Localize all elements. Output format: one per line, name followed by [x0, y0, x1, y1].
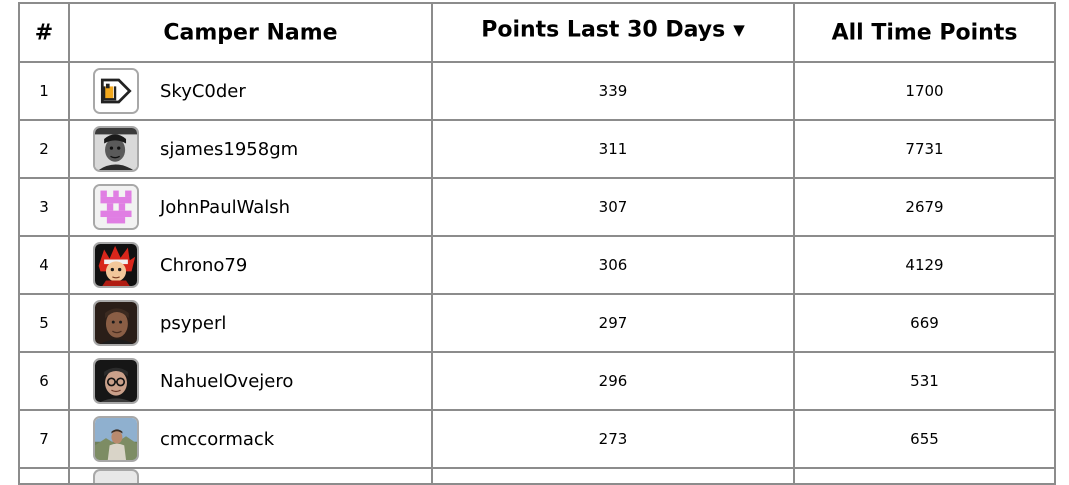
- table-row: 2: [18, 119, 1056, 179]
- camper-cell: JohnPaulWalsh: [68, 177, 433, 237]
- table-row: 7 cmccorma: [18, 409, 1056, 469]
- table-row: 6: [18, 351, 1056, 411]
- table-row: 3: [18, 177, 1056, 237]
- camper-cell: Chrono79: [68, 235, 433, 295]
- rank-cell: [18, 467, 70, 485]
- all-time-points-header-label[interactable]: All Time Points: [831, 20, 1018, 46]
- pink-pixel-avatar-icon: [93, 184, 139, 230]
- rank-header-label: #: [34, 20, 54, 46]
- camper-cell: cmccormack: [68, 409, 433, 469]
- camper-name-header-label: Camper Name: [163, 20, 338, 46]
- camper-cell: NahuelOvejero: [68, 351, 433, 411]
- recent-points-column-header[interactable]: Points Last 30 Days ▼: [431, 2, 795, 63]
- rank-cell: 1: [18, 61, 70, 121]
- camper-username-link[interactable]: Chrono79: [160, 254, 248, 276]
- all-time-points-cell: 669: [793, 293, 1056, 353]
- all-time-points-cell: 2679: [793, 177, 1056, 237]
- rank-cell: 2: [18, 119, 70, 179]
- camper-cell: [68, 467, 433, 485]
- table-row: 5: [18, 293, 1056, 353]
- rank-cell: 6: [18, 351, 70, 411]
- camper-username-link[interactable]: SkyC0der: [160, 80, 246, 102]
- recent-points-cell: 307: [431, 177, 795, 237]
- red-hair-anime-avatar-icon: [93, 242, 139, 288]
- leaderboard-container: # Camper Name Points Last 30 Days ▼ All T…: [18, 2, 1056, 485]
- table-row-partial: [18, 467, 1056, 485]
- bw-portrait-avatar-icon: [93, 126, 139, 172]
- recent-points-cell: 297: [431, 293, 795, 353]
- all-time-points-cell: 7731: [793, 119, 1056, 179]
- all-time-points-cell: 1700: [793, 61, 1056, 121]
- recent-points-cell: 306: [431, 235, 795, 295]
- camper-cell: psyperl: [68, 293, 433, 353]
- rank-cell: 7: [18, 409, 70, 469]
- table-header-row: # Camper Name Points Last 30 Days ▼ All T…: [18, 2, 1056, 63]
- recent-points-cell: 339: [431, 61, 795, 121]
- glasses-portrait-avatar-icon: [93, 358, 139, 404]
- camper-username-link[interactable]: JohnPaulWalsh: [160, 196, 291, 218]
- dark-portrait-avatar-icon: [93, 300, 139, 346]
- sort-descending-icon: ▼: [733, 20, 745, 39]
- recent-points-cell: 296: [431, 351, 795, 411]
- all-time-points-cell: 531: [793, 351, 1056, 411]
- camper-cell: sjames1958gm: [68, 119, 433, 179]
- camper-username-link[interactable]: cmccormack: [160, 428, 275, 450]
- all-time-points-column-header[interactable]: All Time Points: [793, 2, 1056, 63]
- rank-column-header: #: [18, 2, 70, 63]
- portrait-avatar-icon: [93, 469, 139, 483]
- rank-cell: 5: [18, 293, 70, 353]
- outdoor-portrait-avatar-icon: [93, 416, 139, 462]
- leaderboard-table: # Camper Name Points Last 30 Days ▼ All T…: [18, 2, 1056, 485]
- camper-cell: SkyC0der: [68, 61, 433, 121]
- camper-username-link[interactable]: psyperl: [160, 312, 227, 334]
- recent-points-cell: 273: [431, 409, 795, 469]
- table-row: 4: [18, 235, 1056, 295]
- rank-cell: 4: [18, 235, 70, 295]
- cube-logo-avatar-icon: [93, 68, 139, 114]
- all-time-points-cell: 655: [793, 409, 1056, 469]
- all-time-points-cell: 4129: [793, 235, 1056, 295]
- table-row: 1 SkyC0der: [18, 61, 1056, 121]
- recent-points-cell: 311: [431, 119, 795, 179]
- all-time-points-cell: [793, 467, 1056, 485]
- camper-username-link[interactable]: sjames1958gm: [160, 138, 299, 160]
- camper-name-column-header: Camper Name: [68, 2, 433, 63]
- recent-points-header-label[interactable]: Points Last 30 Days: [481, 17, 726, 43]
- camper-username-link[interactable]: NahuelOvejero: [160, 370, 294, 392]
- recent-points-cell: [431, 467, 795, 485]
- rank-cell: 3: [18, 177, 70, 237]
